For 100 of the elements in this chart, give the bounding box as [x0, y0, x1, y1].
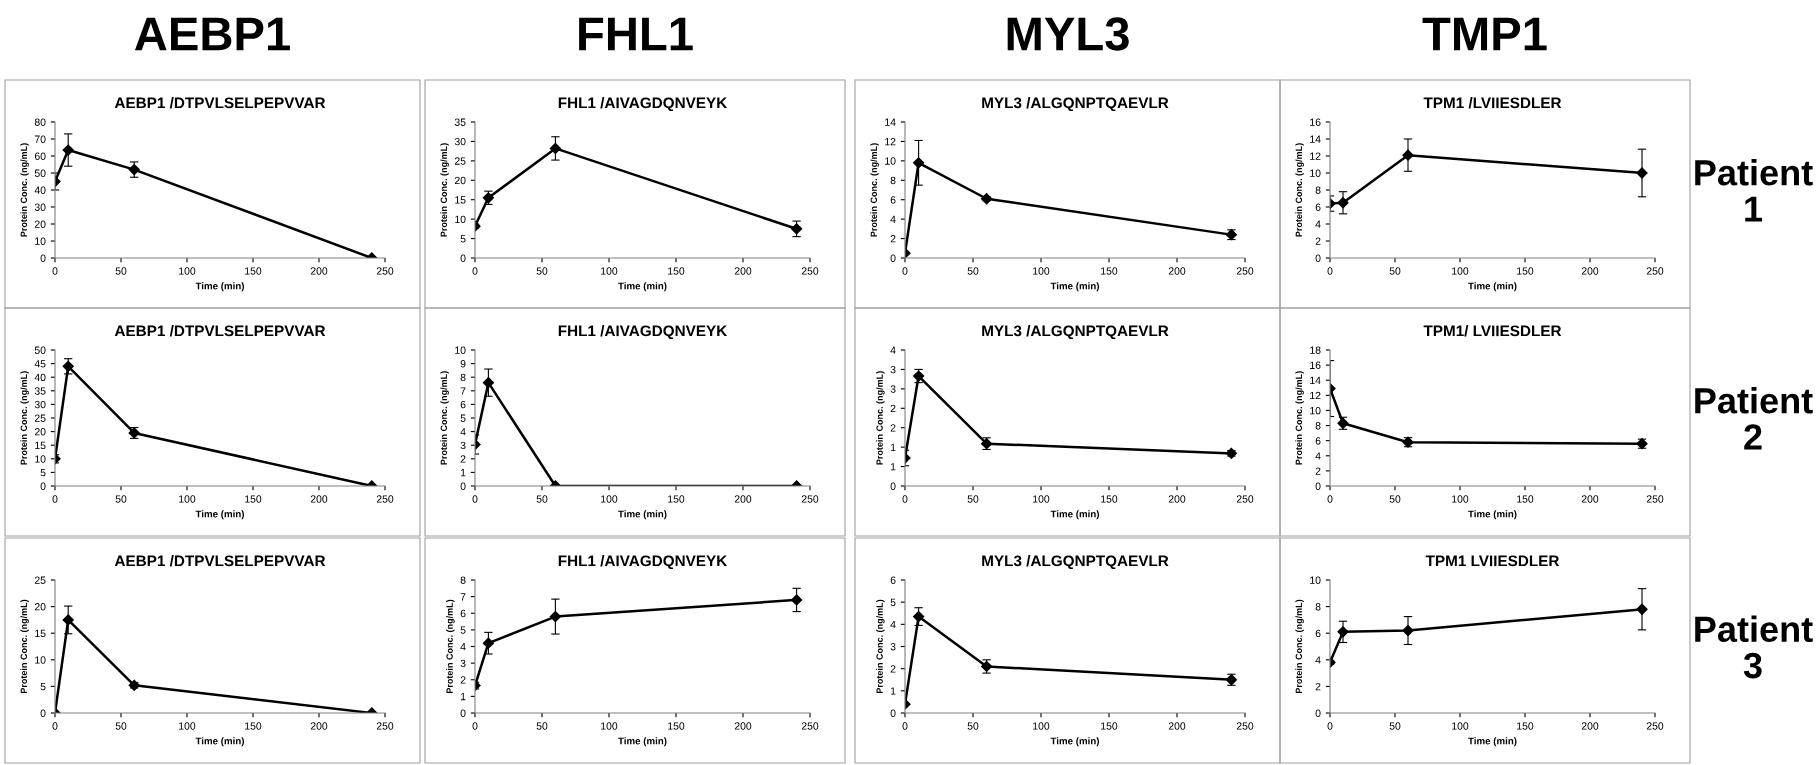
y-tick-label: 8 — [1315, 422, 1321, 430]
x-tick-label: 100 — [179, 722, 196, 730]
y-tick-label: 20 — [34, 428, 46, 436]
text: MYL3 — [1007, 17, 1129, 51]
x-tick-label: 0 — [902, 495, 908, 503]
y-tick-label: 12 — [1310, 391, 1321, 400]
x-tick-label: 50 — [115, 722, 127, 730]
y-tick-label: 10 — [455, 346, 466, 354]
x-tick-label: 100 — [1033, 495, 1050, 503]
y-tick-label: 80 — [34, 118, 46, 126]
x-tick-label: 0 — [1327, 495, 1333, 503]
x-tick-label: 50 — [536, 495, 548, 503]
x-tick-label: 150 — [1101, 267, 1118, 275]
y-tick-label: 6 — [1315, 203, 1321, 211]
x-tick-label: 0 — [902, 267, 908, 275]
x-axis-title: Time (min) — [618, 737, 667, 747]
y-tick-label: 2 — [1315, 237, 1321, 245]
y-tick-label: 15 — [455, 196, 466, 204]
x-tick-label: 100 — [601, 495, 618, 503]
y-tick-label: 1 — [890, 463, 896, 471]
y-tick-label: 2 — [1315, 682, 1321, 691]
x-tick-label: 0 — [1327, 722, 1333, 730]
y-tick-label: 5 — [460, 626, 466, 634]
x-tick-label: 150 — [245, 495, 262, 503]
y-tick-label: 20 — [34, 220, 46, 228]
x-tick-label: 200 — [1168, 267, 1186, 275]
y-tick-label: 0 — [460, 254, 466, 262]
chart-title: FHL1 /AIVAGDQNVEYK — [558, 97, 728, 112]
x-tick-label: 150 — [668, 495, 685, 503]
x-tick-label: 0 — [472, 267, 478, 275]
y-tick-label: 25 — [34, 576, 46, 584]
y-tick-label: 0 — [40, 254, 46, 262]
y-tick-label: 1 — [460, 692, 466, 701]
y-axis-title: Protein Conc. (ng/mL) — [20, 599, 29, 694]
y-tick-label: 50 — [34, 169, 46, 177]
y-tick-label: 8 — [1315, 186, 1321, 194]
text: FHL1 — [579, 17, 693, 51]
x-tick-label: 200 — [310, 495, 328, 503]
x-tick-label: 50 — [1389, 722, 1401, 730]
y-tick-label: 50 — [34, 346, 46, 354]
x-tick-label: 150 — [1101, 722, 1118, 730]
x-tick-label: 100 — [601, 722, 618, 730]
chart-title: TPM1/ LVIIESDLER — [1423, 325, 1562, 337]
chart-title: TPM1 LVIIESDLER — [1425, 555, 1560, 567]
y-tick-label: 2 — [890, 235, 896, 243]
y-tick-label: 5 — [40, 683, 46, 691]
chart-title: MYL3 /ALGQNPTQAEVLR — [982, 325, 1169, 340]
y-tick-label: 14 — [1310, 376, 1321, 384]
x-tick-label: 0 — [52, 267, 58, 275]
x-axis-title: Time (min) — [195, 737, 245, 747]
y-tick-label: 6 — [1315, 437, 1321, 445]
y-tick-label: 18 — [1310, 346, 1321, 354]
x-axis-title: Time (min) — [1050, 737, 1100, 747]
x-tick-label: 150 — [1517, 722, 1534, 730]
chart-title: FHL1 /AIVAGDQNVEYK — [558, 555, 728, 570]
x-tick-label: 250 — [376, 722, 394, 730]
x-tick-label: 150 — [245, 722, 262, 730]
y-axis-title: Protein Conc. (ng/mL) — [446, 599, 455, 694]
y-tick-label: 4 — [1315, 220, 1321, 228]
y-tick-label: 6 — [460, 609, 466, 618]
x-tick-label: 200 — [1581, 267, 1599, 275]
x-tick-label: 150 — [1517, 495, 1534, 503]
y-tick-label: 20 — [454, 176, 466, 185]
x-tick-label: 0 — [1327, 267, 1333, 275]
y-tick-label: 0 — [890, 254, 896, 262]
x-tick-label: 100 — [601, 267, 618, 275]
x-tick-label: 150 — [1517, 267, 1534, 275]
y-tick-label: 40 — [34, 373, 46, 382]
y-axis-title: Protein Conc. (ng/mL) — [20, 143, 29, 237]
y-tick-label: 70 — [34, 135, 46, 143]
y-tick-label: 16 — [1310, 361, 1321, 369]
y-tick-label: 4 — [1315, 452, 1321, 460]
x-tick-label: 50 — [967, 267, 979, 275]
x-tick-label: 100 — [179, 267, 196, 275]
y-tick-label: 0 — [1315, 254, 1321, 262]
chart-title: AEBP1 /DTPVLSELPEPVVAR — [114, 555, 326, 567]
x-tick-label: 250 — [801, 722, 819, 730]
y-tick-label: 5 — [890, 598, 896, 607]
y-tick-label: 4 — [1315, 656, 1321, 664]
y-axis-title: Protein Conc. (ng/mL) — [1295, 371, 1304, 465]
x-tick-label: 250 — [1646, 267, 1664, 275]
y-tick-label: 3 — [460, 659, 466, 667]
x-tick-label: 50 — [536, 267, 548, 275]
text: AEBP1 — [134, 17, 290, 51]
y-tick-label: 60 — [34, 152, 46, 160]
y-tick-label: 10 — [885, 157, 896, 165]
x-axis-title: Time (min) — [1468, 737, 1517, 747]
text: TMP1 — [1422, 17, 1547, 51]
y-tick-label: 3 — [890, 365, 896, 374]
x-axis-title: Time (min) — [618, 282, 667, 292]
y-tick-label: 16 — [1310, 118, 1321, 126]
y-tick-label: 3 — [890, 643, 896, 651]
y-tick-label: 0 — [40, 482, 46, 490]
y-tick-label: 7 — [460, 593, 466, 601]
y-tick-label: 0 — [890, 482, 896, 490]
y-tick-label: 6 — [460, 400, 466, 409]
y-tick-label: 12 — [885, 137, 896, 146]
x-axis-title: Time (min) — [1468, 510, 1517, 520]
y-tick-label: 8 — [460, 373, 466, 382]
y-axis-title: Protein Conc. (ng/mL) — [1295, 599, 1304, 694]
